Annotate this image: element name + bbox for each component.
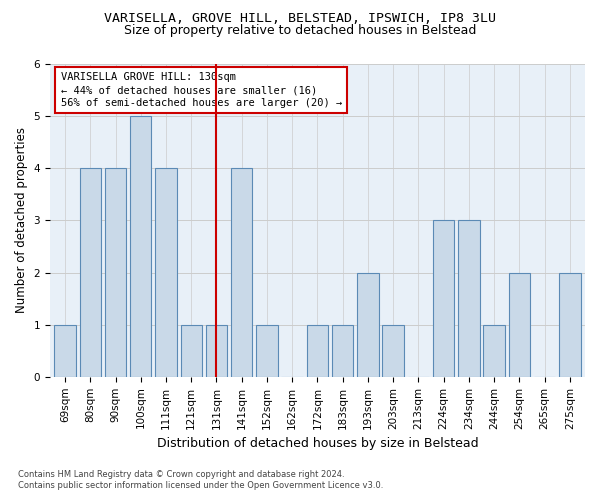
Y-axis label: Number of detached properties: Number of detached properties: [15, 128, 28, 314]
Bar: [256, 324, 278, 377]
Bar: [484, 324, 505, 377]
Bar: [155, 168, 177, 377]
Bar: [382, 324, 404, 377]
Bar: [357, 272, 379, 377]
Bar: [130, 116, 151, 377]
Bar: [181, 324, 202, 377]
Bar: [458, 220, 479, 377]
Text: Size of property relative to detached houses in Belstead: Size of property relative to detached ho…: [124, 24, 476, 37]
Bar: [307, 324, 328, 377]
Bar: [332, 324, 353, 377]
Bar: [433, 220, 454, 377]
Text: VARISELLA, GROVE HILL, BELSTEAD, IPSWICH, IP8 3LU: VARISELLA, GROVE HILL, BELSTEAD, IPSWICH…: [104, 12, 496, 26]
Bar: [55, 324, 76, 377]
X-axis label: Distribution of detached houses by size in Belstead: Distribution of detached houses by size …: [157, 437, 478, 450]
Bar: [80, 168, 101, 377]
Bar: [231, 168, 253, 377]
Bar: [206, 324, 227, 377]
Bar: [105, 168, 126, 377]
Bar: [509, 272, 530, 377]
Text: Contains public sector information licensed under the Open Government Licence v3: Contains public sector information licen…: [18, 481, 383, 490]
Text: VARISELLA GROVE HILL: 130sqm
← 44% of detached houses are smaller (16)
56% of se: VARISELLA GROVE HILL: 130sqm ← 44% of de…: [61, 72, 342, 108]
Bar: [559, 272, 581, 377]
Text: Contains HM Land Registry data © Crown copyright and database right 2024.: Contains HM Land Registry data © Crown c…: [18, 470, 344, 479]
